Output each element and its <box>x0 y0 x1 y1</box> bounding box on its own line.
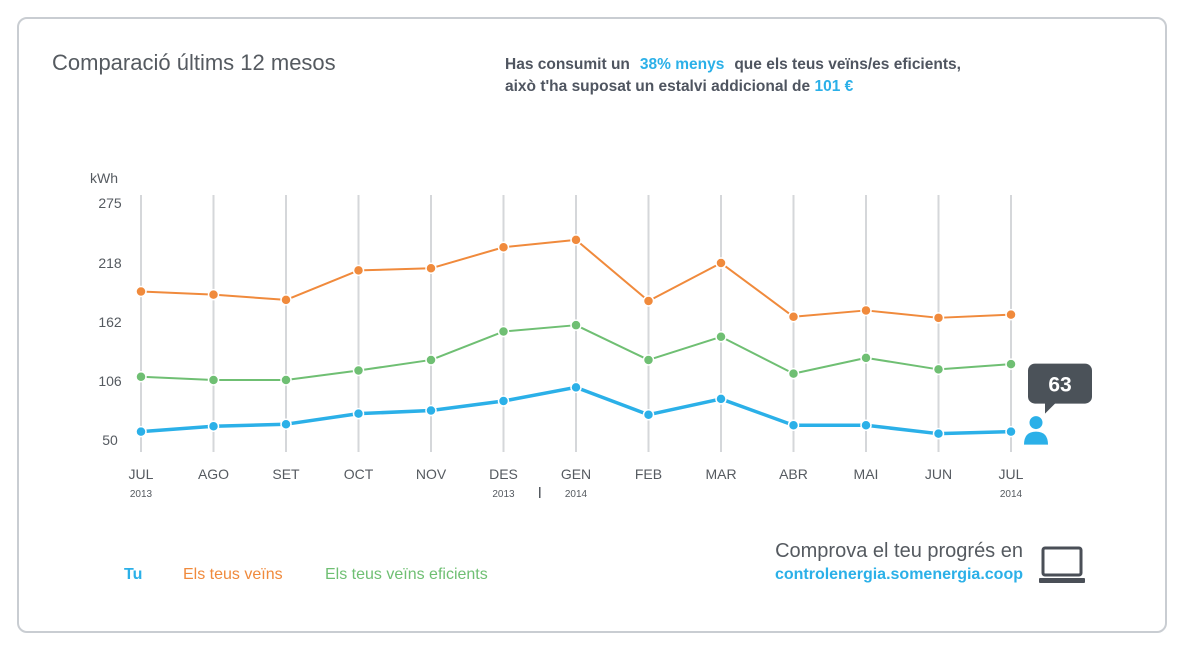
callout-value: 63 <box>1048 374 1071 397</box>
savings-message: Has consumit un 38% menys que els teus veï… <box>505 54 961 98</box>
data-point <box>425 354 437 366</box>
data-point <box>497 395 510 407</box>
x-tick-label: FEB <box>635 466 662 482</box>
data-point <box>135 285 147 298</box>
legend-efficient-neighbours: Els teus veïns eficients <box>325 566 488 583</box>
data-point <box>497 325 510 338</box>
data-point <box>570 234 582 246</box>
savings-message-line2: això t'ha suposat un estalvi addicional … <box>505 76 961 98</box>
x-year-label: 2013 <box>492 489 515 500</box>
savings-text-post: que els teus veïns/es eficients, <box>734 56 961 73</box>
data-point <box>715 257 727 269</box>
y-axis-label: kWh <box>90 170 118 186</box>
x-tick-label: AGO <box>198 466 229 482</box>
x-tick-label: MAI <box>854 466 879 482</box>
callout-pointer <box>1045 401 1057 414</box>
data-point <box>715 331 727 343</box>
data-point <box>932 427 945 440</box>
person-icon <box>1029 416 1043 430</box>
data-point <box>787 419 800 432</box>
data-point <box>352 407 365 420</box>
x-tick-label: OCT <box>344 466 374 482</box>
savings-message-line1: Has consumit un 38% menys que els teus veï… <box>505 54 961 76</box>
data-point <box>207 420 220 433</box>
data-point <box>352 264 365 277</box>
person-icon-body <box>1024 431 1048 445</box>
laptop-icon <box>1039 546 1085 583</box>
y-tick-label: 106 <box>98 373 122 389</box>
progress-cta: Comprova el teu progrés en controlenergi… <box>775 540 1023 584</box>
x-tick-label: GEN <box>561 466 591 482</box>
data-point <box>1005 358 1017 370</box>
data-point <box>642 295 655 307</box>
y-tick-label: 50 <box>102 432 118 448</box>
x-tick-label: NOV <box>416 466 447 482</box>
data-point <box>570 381 582 394</box>
x-year-label: 2014 <box>565 489 588 500</box>
data-point <box>425 404 437 417</box>
x-tick-label: DES <box>489 466 518 482</box>
data-point <box>715 393 727 405</box>
data-point <box>280 374 292 386</box>
data-point <box>1005 425 1017 438</box>
data-point <box>570 319 582 331</box>
data-point <box>932 312 945 324</box>
callout-bubble <box>1028 363 1092 404</box>
data-point <box>135 425 147 438</box>
data-point <box>787 367 800 380</box>
x-tick-label: MAR <box>705 466 736 482</box>
x-tick-label: ABR <box>779 466 808 482</box>
x-tick-label: JUL <box>999 466 1024 482</box>
x-tick-label: JUN <box>925 466 952 482</box>
data-point <box>642 408 655 421</box>
y-tick-label: 218 <box>98 255 122 271</box>
data-point <box>280 418 292 430</box>
data-point <box>642 354 655 366</box>
y-tick-label: 162 <box>98 314 122 330</box>
data-point <box>860 419 872 432</box>
savings-text-pre: Has consumit un <box>505 56 630 73</box>
legend-neighbours: Els teus veïns <box>183 566 283 583</box>
data-point <box>207 288 220 301</box>
data-point <box>497 241 510 253</box>
savings-percent: 38% menys <box>639 56 725 73</box>
data-point <box>207 374 220 386</box>
data-point <box>280 294 292 306</box>
data-point <box>352 364 365 377</box>
legend-you: Tu <box>124 566 143 583</box>
chart-title: Comparació últims 12 mesos <box>52 50 336 75</box>
cta-link[interactable]: controlenergia.somenergia.coop <box>774 566 1023 583</box>
data-point <box>1005 308 1017 321</box>
cta-text: Comprova el teu progrés en <box>775 540 1023 562</box>
chart-card <box>17 17 1167 633</box>
x-tick-label: JUL <box>129 466 154 482</box>
y-tick-label: 275 <box>98 195 122 211</box>
savings-amount-text: això t'ha suposat un estalvi addicional … <box>505 78 811 95</box>
data-point <box>860 304 872 317</box>
x-tick-label: SET <box>272 466 300 482</box>
x-year-label: 2014 <box>1000 489 1023 500</box>
data-point <box>860 352 872 364</box>
x-year-label: 2013 <box>130 489 153 500</box>
data-point <box>425 262 437 275</box>
savings-amount: 101 € <box>814 78 854 95</box>
data-point <box>135 371 147 383</box>
data-point <box>932 363 945 376</box>
data-point <box>787 311 800 323</box>
